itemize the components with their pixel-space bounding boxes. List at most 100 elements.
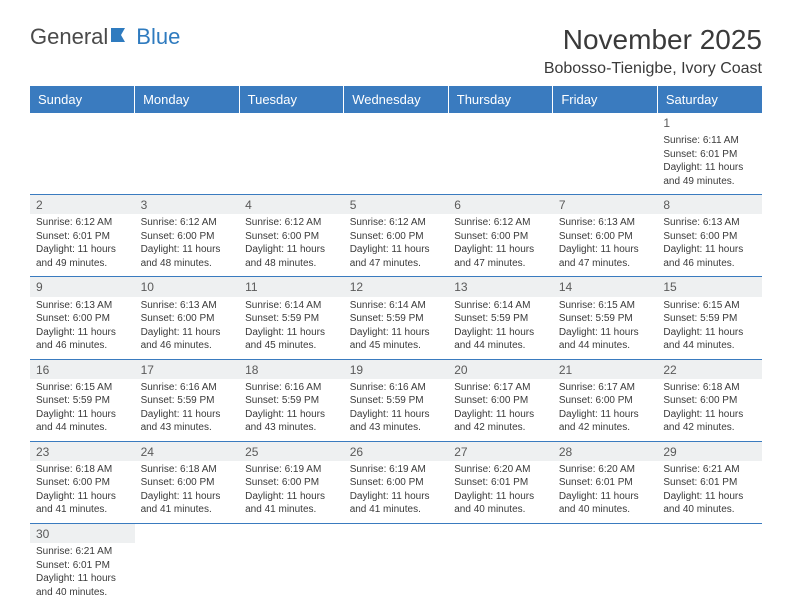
day-cell: 28Sunrise: 6:20 AMSunset: 6:01 PMDayligh…	[553, 441, 658, 523]
sunrise-line: Sunrise: 6:12 AM	[141, 216, 234, 230]
sunset-line: Sunset: 6:01 PM	[36, 230, 129, 244]
sunset-line: Sunset: 6:00 PM	[245, 230, 338, 244]
day-cell: 13Sunrise: 6:14 AMSunset: 5:59 PMDayligh…	[448, 277, 553, 359]
day-cell: 30Sunrise: 6:21 AMSunset: 6:01 PMDayligh…	[30, 523, 135, 605]
col-sunday: Sunday	[30, 86, 135, 113]
daylight-line: Daylight: 11 hours and 41 minutes.	[245, 490, 338, 517]
sunrise-line: Sunrise: 6:18 AM	[36, 463, 129, 477]
sunset-line: Sunset: 5:59 PM	[141, 394, 234, 408]
sunrise-line: Sunrise: 6:17 AM	[559, 381, 652, 395]
daylight-line: Daylight: 11 hours and 42 minutes.	[454, 408, 547, 435]
header: General Blue November 2025 Bobosso-Tieni…	[0, 0, 792, 86]
sunset-line: Sunset: 6:01 PM	[663, 148, 756, 162]
day-cell	[553, 523, 658, 605]
daylight-line: Daylight: 11 hours and 47 minutes.	[350, 243, 443, 270]
sunset-line: Sunset: 6:01 PM	[559, 476, 652, 490]
daylight-line: Daylight: 11 hours and 47 minutes.	[559, 243, 652, 270]
sunrise-line: Sunrise: 6:14 AM	[245, 299, 338, 313]
daylight-line: Daylight: 11 hours and 46 minutes.	[141, 326, 234, 353]
sunrise-line: Sunrise: 6:19 AM	[350, 463, 443, 477]
col-tuesday: Tuesday	[239, 86, 344, 113]
daylight-line: Daylight: 11 hours and 41 minutes.	[36, 490, 129, 517]
daylight-line: Daylight: 11 hours and 42 minutes.	[663, 408, 756, 435]
calendar: Sunday Monday Tuesday Wednesday Thursday…	[0, 86, 792, 605]
sunset-line: Sunset: 6:00 PM	[559, 230, 652, 244]
daylight-line: Daylight: 11 hours and 44 minutes.	[454, 326, 547, 353]
sunset-line: Sunset: 6:00 PM	[454, 230, 547, 244]
day-cell	[344, 523, 449, 605]
sunset-line: Sunset: 6:00 PM	[36, 312, 129, 326]
sunset-line: Sunset: 6:00 PM	[663, 230, 756, 244]
sunset-line: Sunset: 6:00 PM	[141, 476, 234, 490]
sunrise-line: Sunrise: 6:13 AM	[36, 299, 129, 313]
day-cell	[30, 113, 135, 195]
week-row: 1Sunrise: 6:11 AMSunset: 6:01 PMDaylight…	[30, 113, 762, 195]
daylight-line: Daylight: 11 hours and 44 minutes.	[36, 408, 129, 435]
day-number: 29	[657, 442, 762, 461]
sunrise-line: Sunrise: 6:12 AM	[454, 216, 547, 230]
sunrise-line: Sunrise: 6:15 AM	[36, 381, 129, 395]
sunrise-line: Sunrise: 6:19 AM	[245, 463, 338, 477]
week-row: 23Sunrise: 6:18 AMSunset: 6:00 PMDayligh…	[30, 441, 762, 523]
day-number: 24	[135, 442, 240, 461]
daylight-line: Daylight: 11 hours and 40 minutes.	[663, 490, 756, 517]
daylight-line: Daylight: 11 hours and 47 minutes.	[454, 243, 547, 270]
week-row: 9Sunrise: 6:13 AMSunset: 6:00 PMDaylight…	[30, 277, 762, 359]
daylight-line: Daylight: 11 hours and 48 minutes.	[141, 243, 234, 270]
title-block: November 2025 Bobosso-Tienigbe, Ivory Co…	[544, 24, 762, 78]
daylight-line: Daylight: 11 hours and 43 minutes.	[350, 408, 443, 435]
logo: General Blue	[30, 24, 180, 50]
header-row: Sunday Monday Tuesday Wednesday Thursday…	[30, 86, 762, 113]
day-number: 20	[448, 360, 553, 379]
sunrise-line: Sunrise: 6:20 AM	[559, 463, 652, 477]
day-number: 25	[239, 442, 344, 461]
day-number: 15	[657, 277, 762, 296]
day-cell: 8Sunrise: 6:13 AMSunset: 6:00 PMDaylight…	[657, 195, 762, 277]
day-number: 5	[344, 195, 449, 214]
sunrise-line: Sunrise: 6:12 AM	[245, 216, 338, 230]
day-number: 23	[30, 442, 135, 461]
day-cell: 11Sunrise: 6:14 AMSunset: 5:59 PMDayligh…	[239, 277, 344, 359]
day-cell: 17Sunrise: 6:16 AMSunset: 5:59 PMDayligh…	[135, 359, 240, 441]
day-number: 17	[135, 360, 240, 379]
daylight-line: Daylight: 11 hours and 46 minutes.	[663, 243, 756, 270]
daylight-line: Daylight: 11 hours and 44 minutes.	[663, 326, 756, 353]
day-cell: 22Sunrise: 6:18 AMSunset: 6:00 PMDayligh…	[657, 359, 762, 441]
day-number: 6	[448, 195, 553, 214]
day-cell: 1Sunrise: 6:11 AMSunset: 6:01 PMDaylight…	[657, 113, 762, 195]
sunset-line: Sunset: 6:01 PM	[36, 559, 129, 573]
daylight-line: Daylight: 11 hours and 48 minutes.	[245, 243, 338, 270]
sunset-line: Sunset: 6:00 PM	[36, 476, 129, 490]
sunrise-line: Sunrise: 6:12 AM	[36, 216, 129, 230]
flag-icon	[111, 26, 133, 49]
col-thursday: Thursday	[448, 86, 553, 113]
sunset-line: Sunset: 5:59 PM	[663, 312, 756, 326]
day-cell: 26Sunrise: 6:19 AMSunset: 6:00 PMDayligh…	[344, 441, 449, 523]
day-cell: 15Sunrise: 6:15 AMSunset: 5:59 PMDayligh…	[657, 277, 762, 359]
day-cell: 10Sunrise: 6:13 AMSunset: 6:00 PMDayligh…	[135, 277, 240, 359]
day-cell: 27Sunrise: 6:20 AMSunset: 6:01 PMDayligh…	[448, 441, 553, 523]
sunset-line: Sunset: 5:59 PM	[245, 394, 338, 408]
daylight-line: Daylight: 11 hours and 43 minutes.	[141, 408, 234, 435]
daylight-line: Daylight: 11 hours and 41 minutes.	[141, 490, 234, 517]
day-number: 19	[344, 360, 449, 379]
day-cell: 20Sunrise: 6:17 AMSunset: 6:00 PMDayligh…	[448, 359, 553, 441]
day-cell	[239, 523, 344, 605]
day-number: 7	[553, 195, 658, 214]
daylight-line: Daylight: 11 hours and 40 minutes.	[559, 490, 652, 517]
daylight-line: Daylight: 11 hours and 40 minutes.	[36, 572, 129, 599]
day-number: 12	[344, 277, 449, 296]
sunset-line: Sunset: 5:59 PM	[350, 394, 443, 408]
sunset-line: Sunset: 6:00 PM	[663, 394, 756, 408]
day-cell: 29Sunrise: 6:21 AMSunset: 6:01 PMDayligh…	[657, 441, 762, 523]
day-number: 11	[239, 277, 344, 296]
day-number: 13	[448, 277, 553, 296]
day-number: 2	[30, 195, 135, 214]
day-number: 16	[30, 360, 135, 379]
day-cell: 12Sunrise: 6:14 AMSunset: 5:59 PMDayligh…	[344, 277, 449, 359]
sunset-line: Sunset: 6:00 PM	[245, 476, 338, 490]
sunrise-line: Sunrise: 6:14 AM	[350, 299, 443, 313]
day-cell	[239, 113, 344, 195]
sunset-line: Sunset: 6:01 PM	[454, 476, 547, 490]
sunset-line: Sunset: 6:00 PM	[350, 230, 443, 244]
